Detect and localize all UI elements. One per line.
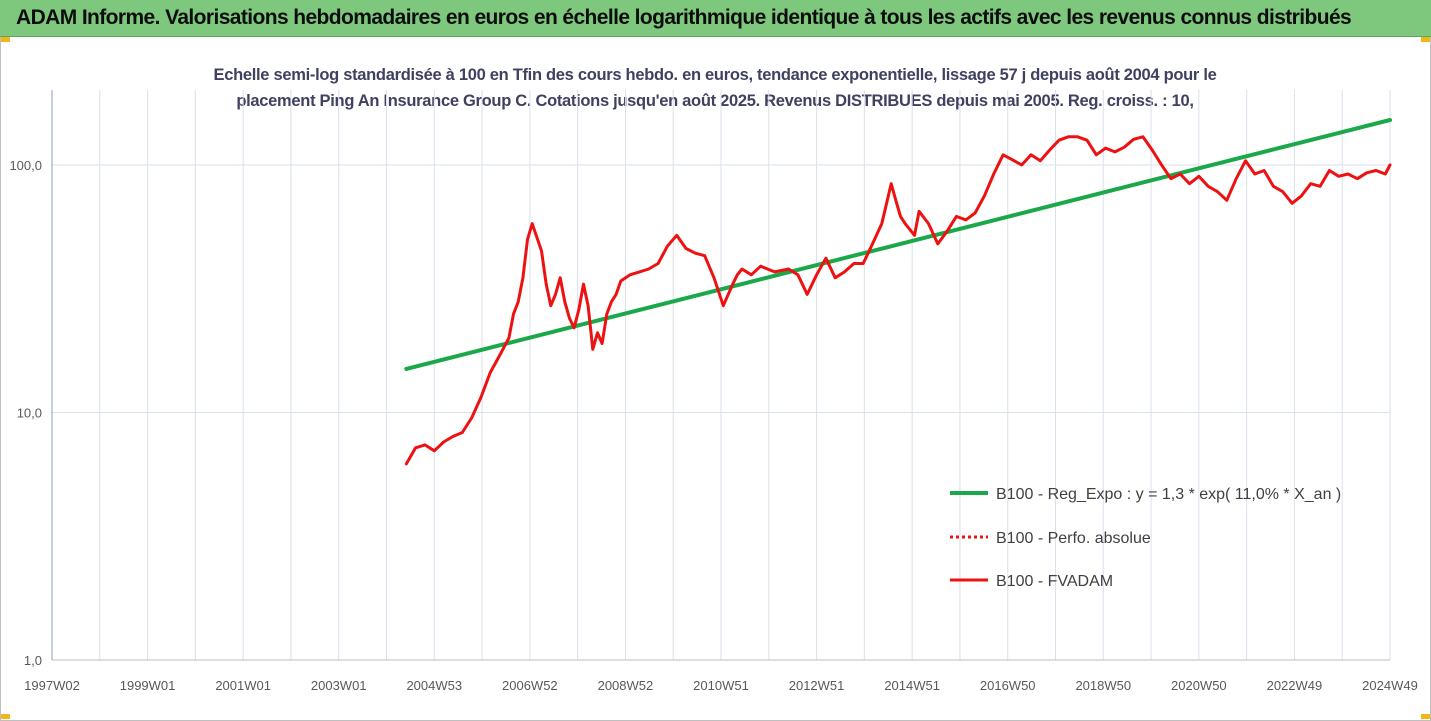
corner-marker [0, 714, 10, 719]
corner-marker [1421, 714, 1431, 719]
legend: B100 - Reg_Expo : y = 1,3 * exp( 11,0% *… [950, 486, 1341, 590]
axes: 1,0 10,0 100,0 1997W02 1999W01 2001W01 2003W01… [9, 90, 1418, 693]
corner-marker [1421, 37, 1431, 42]
grid [51, 90, 1391, 660]
x-tick-label: 2024W49 [1362, 678, 1418, 693]
series-line-regression [404, 118, 1392, 371]
x-tick-label: 2012W51 [789, 678, 845, 693]
legend-label: B100 - Reg_Expo : y = 1,3 * exp( 11,0% *… [996, 486, 1341, 503]
x-tick-label: 2018W50 [1075, 678, 1131, 693]
y-tick-label: 10,0 [17, 406, 42, 421]
report-title: ADAM Informe. Valorisations hebdomadaire… [16, 6, 1352, 29]
y-tick-label: 100,0 [9, 158, 42, 173]
chart-subtitle-line2: placement Ping An Insurance Group C. Cot… [236, 92, 1194, 110]
x-tick-label: 2001W01 [215, 678, 271, 693]
chart-subtitle-line1: Echelle semi-log standardisée à 100 en T… [213, 66, 1217, 84]
x-tick-label: 2004W53 [406, 678, 462, 693]
x-tick-label: 1999W01 [120, 678, 176, 693]
title-banner: ADAM Informe. Valorisations hebdomadaire… [0, 0, 1431, 37]
y-tick-label: 1,0 [24, 653, 42, 668]
x-tick-label: 2003W01 [311, 678, 367, 693]
x-tick-label: 2006W52 [502, 678, 558, 693]
x-tick-label: 1997W02 [24, 678, 80, 693]
x-tick-label: 2016W50 [980, 678, 1036, 693]
x-tick-label: 2008W52 [598, 678, 654, 693]
x-tick-label: 2020W50 [1171, 678, 1227, 693]
legend-label: B100 - FVADAM [996, 573, 1113, 590]
corner-marker [0, 37, 10, 42]
x-tick-label: 2022W49 [1267, 678, 1323, 693]
x-tick-label: 2014W51 [884, 678, 940, 693]
legend-label: B100 - Perfo. absolue [996, 530, 1151, 547]
series-line-fvadam [404, 135, 1392, 466]
x-tick-label: 2010W51 [693, 678, 749, 693]
series [404, 118, 1392, 466]
